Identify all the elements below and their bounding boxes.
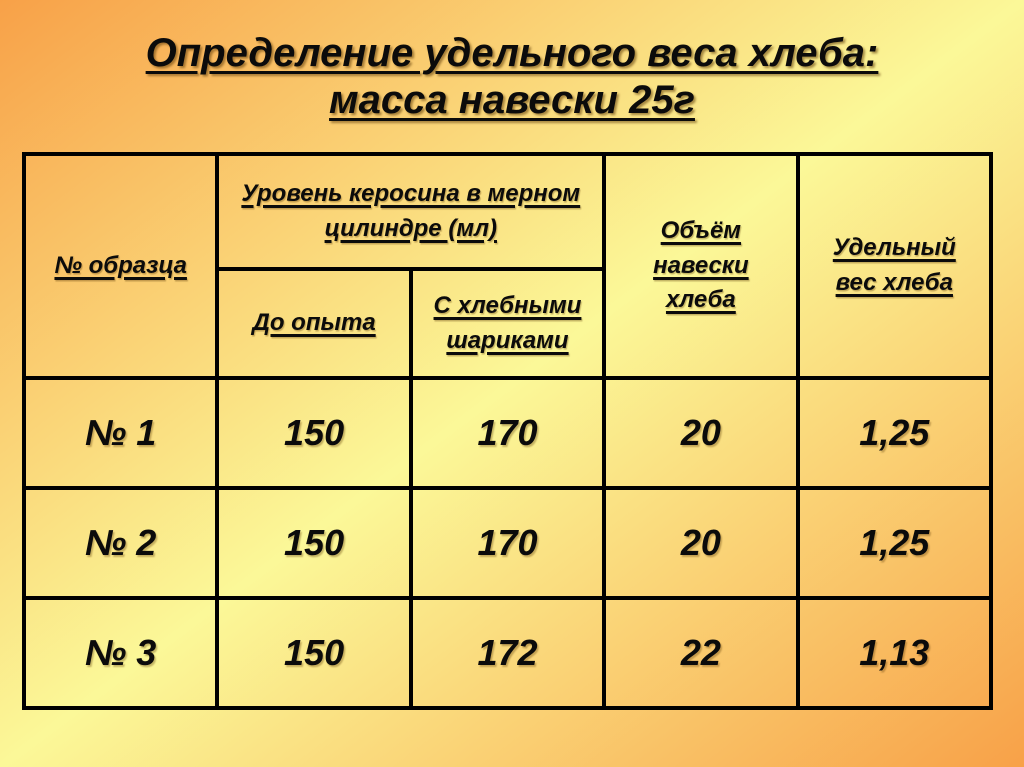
header-specific-weight: Удельный вес хлеба xyxy=(795,152,994,380)
title-line-2: масса навески 25г xyxy=(329,78,695,122)
header-row-sub: До опыта С хлебными шариками xyxy=(24,267,991,380)
header-weight-line-2: вес хлеба xyxy=(835,269,953,296)
cell-with-balls: 170 xyxy=(408,376,607,490)
header-sample-volume: Объём навески хлеба xyxy=(602,152,800,380)
cell-sample: № 2 xyxy=(21,486,220,600)
header-row-top: № образца Уровень керосина в мерном цили… xyxy=(21,152,994,380)
header-sample-number: № образца xyxy=(21,152,220,380)
cell-before: 150 xyxy=(215,486,413,600)
header-with-balls-line-2: шариками xyxy=(446,326,569,354)
cell-weight: 1,25 xyxy=(795,376,994,490)
header-kerosene-line-1: Уровень керосина в мерном xyxy=(241,179,581,207)
cell-volume: 22 xyxy=(602,596,800,710)
cell-with-balls: 172 xyxy=(408,596,607,710)
header-kerosene-line-2: цилиндре (мл) xyxy=(324,214,497,242)
header-sample-number-label: № образца xyxy=(54,251,187,279)
header-before-label: До опыта xyxy=(252,309,376,337)
cell-before: 150 xyxy=(215,596,413,710)
header-kerosene-level: Уровень керосина в мерном цилиндре (мл) xyxy=(215,152,607,271)
header-before-experiment: До опыта xyxy=(215,267,413,380)
page-title: Определение удельного веса хлеба: масса … xyxy=(0,30,1024,124)
cell-sample: № 1 xyxy=(21,376,220,490)
table-row: № 1 150 170 20 1,25 xyxy=(21,376,994,490)
cell-weight: 1,13 xyxy=(795,596,994,710)
results-table: № образца Уровень керосина в мерном цили… xyxy=(21,152,994,710)
cell-with-balls: 170 xyxy=(408,486,607,600)
cell-volume: 20 xyxy=(602,486,800,600)
table-row: № 3 150 172 22 1,13 xyxy=(21,596,994,710)
header-volume-line-2: навески xyxy=(653,251,749,279)
header-volume-line-3: хлеба xyxy=(665,286,736,314)
title-line-1: Определение удельного веса хлеба: xyxy=(145,31,879,75)
cell-before: 150 xyxy=(215,376,413,490)
table-row: № 2 150 170 20 1,25 xyxy=(21,486,994,600)
header-with-bread-balls: С хлебными шариками xyxy=(408,267,607,380)
header-volume-line-1: Объём xyxy=(660,216,742,244)
header-weight-line-1: Удельный xyxy=(832,234,956,262)
cell-weight: 1,25 xyxy=(795,486,994,600)
header-with-balls-line-1: С хлебными xyxy=(433,291,582,319)
cell-sample: № 3 xyxy=(21,596,220,710)
cell-volume: 20 xyxy=(602,376,800,490)
